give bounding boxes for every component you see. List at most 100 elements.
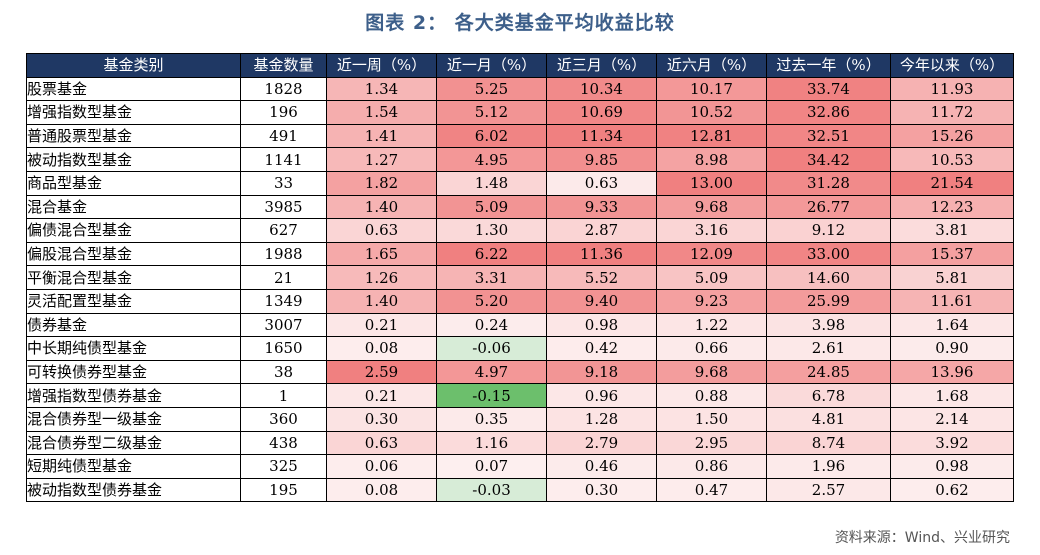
return-value-cell: 1.30 xyxy=(436,218,547,243)
header-category: 基金类别 xyxy=(26,53,241,78)
table-row: 平衡混合型基金 21 1.26 3.31 5.52 5.09 14.60 5.81 xyxy=(26,265,1014,290)
return-value-cell: 9.40 xyxy=(546,288,657,314)
return-value-cell: 1.50 xyxy=(656,406,767,432)
return-value-cell: 2.59 xyxy=(326,359,437,385)
fund-category-cell: 混合债券型一级基金 xyxy=(26,406,241,432)
return-value-cell: 3.16 xyxy=(656,218,767,243)
header-1w: 近一周（%） xyxy=(326,53,437,78)
return-value-cell: 1.54 xyxy=(326,100,437,125)
table-row: 偏债混合型基金 627 0.63 1.30 2.87 3.16 9.12 3.81 xyxy=(26,218,1014,243)
table-row: 普通股票型基金 491 1.41 6.02 11.34 12.81 32.51 15.26 xyxy=(26,123,1014,149)
page-title: 图表 2： 各大类基金平均收益比较 xyxy=(365,12,675,34)
return-value-cell: 9.18 xyxy=(546,359,657,385)
return-value-cell: 0.88 xyxy=(656,383,767,408)
return-value-cell: 4.81 xyxy=(766,406,891,432)
return-value-cell: 10.53 xyxy=(890,147,1014,172)
table-row: 中长期纯债型基金 1650 0.08 -0.06 0.42 0.66 2.61 0.90 xyxy=(26,336,1014,361)
fund-count-cell: 1141 xyxy=(240,147,327,172)
fund-category-cell: 中长期纯债型基金 xyxy=(26,336,241,361)
return-value-cell: 10.52 xyxy=(656,100,767,125)
fund-count-cell: 325 xyxy=(240,454,327,479)
return-value-cell: 0.21 xyxy=(326,383,437,408)
fund-returns-table: 基金类别 基金数量 近一周（%） 近一月（%） 近三月（%） 近六月（%） 过去… xyxy=(26,53,1014,503)
return-value-cell: 33.00 xyxy=(766,241,891,267)
header-3m: 近三月（%） xyxy=(546,53,657,78)
return-value-cell: 5.12 xyxy=(436,100,547,125)
return-value-cell: 0.98 xyxy=(546,312,657,338)
return-value-cell: 3.81 xyxy=(890,218,1014,243)
return-value-cell: 0.08 xyxy=(326,477,437,503)
return-value-cell: 0.06 xyxy=(326,454,437,479)
return-value-cell: 0.30 xyxy=(546,477,657,503)
return-value-cell: 11.93 xyxy=(890,76,1014,102)
return-value-cell: 1.16 xyxy=(436,430,547,456)
return-value-cell: 1.28 xyxy=(546,406,657,432)
fund-category-cell: 被动指数型债券基金 xyxy=(26,477,241,503)
return-value-cell: 3.31 xyxy=(436,265,547,290)
return-value-cell: 0.35 xyxy=(436,406,547,432)
return-value-cell: 4.97 xyxy=(436,359,547,385)
return-value-cell: 1.64 xyxy=(890,312,1014,338)
return-value-cell: 1.27 xyxy=(326,147,437,172)
fund-count-cell: 195 xyxy=(240,477,327,503)
return-value-cell: 4.95 xyxy=(436,147,547,172)
header-1y: 过去一年（%） xyxy=(766,53,891,78)
fund-count-cell: 33 xyxy=(240,170,327,196)
return-value-cell: 31.28 xyxy=(766,170,891,196)
header-6m: 近六月（%） xyxy=(656,53,767,78)
table-row: 增强指数型基金 196 1.54 5.12 10.69 10.52 32.86 11.72 xyxy=(26,100,1014,125)
fund-count-cell: 1 xyxy=(240,383,327,408)
fund-category-cell: 债券基金 xyxy=(26,312,241,338)
return-value-cell: 12.81 xyxy=(656,123,767,149)
return-value-cell: 0.30 xyxy=(326,406,437,432)
fund-count-cell: 1650 xyxy=(240,336,327,361)
return-value-cell: 13.00 xyxy=(656,170,767,196)
return-value-cell: 0.66 xyxy=(656,336,767,361)
table-row: 增强指数型债券基金 1 0.21 -0.15 0.96 0.88 6.78 1.68 xyxy=(26,383,1014,408)
return-value-cell: 21.54 xyxy=(890,170,1014,196)
return-value-cell: 3.92 xyxy=(890,430,1014,456)
return-value-cell: 6.02 xyxy=(436,123,547,149)
return-value-cell: 6.22 xyxy=(436,241,547,267)
return-value-cell: 9.12 xyxy=(766,218,891,243)
table-row: 债券基金 3007 0.21 0.24 0.98 1.22 3.98 1.64 xyxy=(26,312,1014,338)
return-value-cell: 33.74 xyxy=(766,76,891,102)
return-value-cell: 3.98 xyxy=(766,312,891,338)
return-value-cell: 12.23 xyxy=(890,194,1014,220)
fund-count-cell: 1988 xyxy=(240,241,327,267)
fund-count-cell: 438 xyxy=(240,430,327,456)
return-value-cell: 26.77 xyxy=(766,194,891,220)
table-row: 商品型基金 33 1.82 1.48 0.63 13.00 31.28 21.54 xyxy=(26,170,1014,196)
table-row: 灵活配置型基金 1349 1.40 5.20 9.40 9.23 25.99 11.61 xyxy=(26,288,1014,314)
return-value-cell: 10.17 xyxy=(656,76,767,102)
return-value-cell: 5.81 xyxy=(890,265,1014,290)
return-value-cell: 5.09 xyxy=(656,265,767,290)
return-value-cell: -0.06 xyxy=(436,336,547,361)
fund-count-cell: 3985 xyxy=(240,194,327,220)
header-ytd: 今年以来（%） xyxy=(890,53,1014,78)
return-value-cell: 1.96 xyxy=(766,454,891,479)
return-value-cell: 1.48 xyxy=(436,170,547,196)
return-value-cell: 10.69 xyxy=(546,100,657,125)
return-value-cell: 2.61 xyxy=(766,336,891,361)
fund-count-cell: 38 xyxy=(240,359,327,385)
return-value-cell: 0.42 xyxy=(546,336,657,361)
return-value-cell: 2.14 xyxy=(890,406,1014,432)
return-value-cell: 2.95 xyxy=(656,430,767,456)
fund-category-cell: 普通股票型基金 xyxy=(26,123,241,149)
source-note: 资料来源：Wind、兴业研究 xyxy=(834,530,1010,546)
table-row: 被动指数型基金 1141 1.27 4.95 9.85 8.98 34.42 10.53 xyxy=(26,147,1014,172)
return-value-cell: 1.41 xyxy=(326,123,437,149)
return-value-cell: 0.24 xyxy=(436,312,547,338)
return-value-cell: 0.63 xyxy=(326,218,437,243)
return-value-cell: 9.68 xyxy=(656,359,767,385)
return-value-cell: -0.15 xyxy=(436,383,547,408)
return-value-cell: 0.47 xyxy=(656,477,767,503)
return-value-cell: 0.86 xyxy=(656,454,767,479)
return-value-cell: 1.26 xyxy=(326,265,437,290)
table-row: 偏股混合型基金 1988 1.65 6.22 11.36 12.09 33.00 15.37 xyxy=(26,241,1014,267)
return-value-cell: 11.34 xyxy=(546,123,657,149)
header-1m: 近一月（%） xyxy=(436,53,547,78)
fund-category-cell: 偏股混合型基金 xyxy=(26,241,241,267)
return-value-cell: 14.60 xyxy=(766,265,891,290)
